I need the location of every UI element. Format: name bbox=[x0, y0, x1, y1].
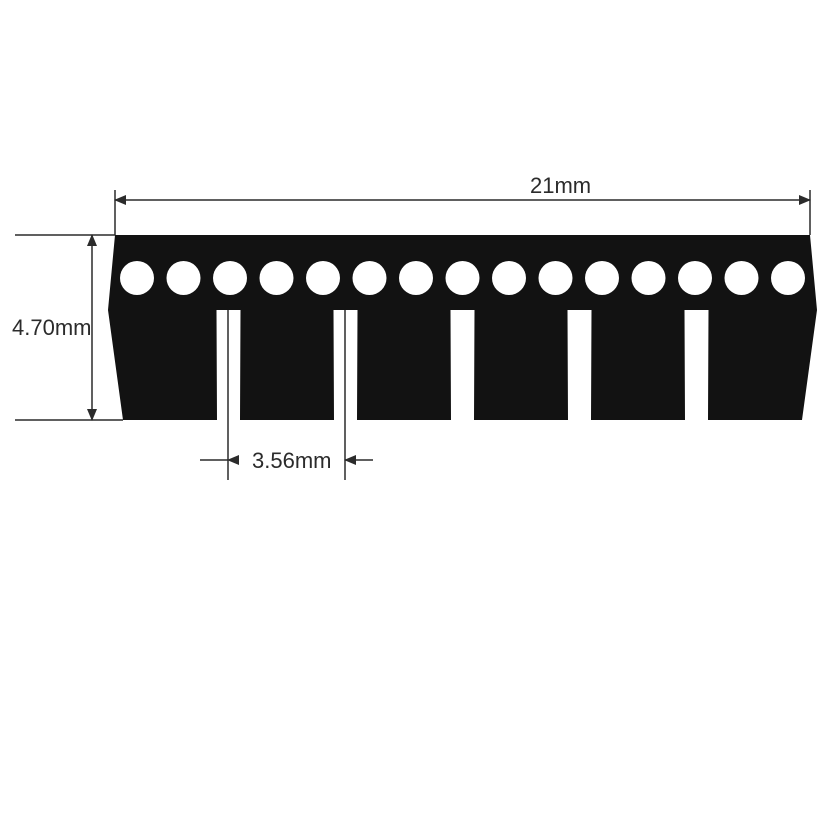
tensile-cord-hole bbox=[678, 261, 712, 295]
tensile-cord-hole bbox=[399, 261, 433, 295]
tensile-cord-hole bbox=[492, 261, 526, 295]
tensile-cord-hole bbox=[539, 261, 573, 295]
tensile-cord-hole bbox=[353, 261, 387, 295]
tensile-cord-hole bbox=[306, 261, 340, 295]
dim-width-label: 21mm bbox=[530, 173, 591, 198]
tensile-cord-hole bbox=[771, 261, 805, 295]
tensile-cord-hole bbox=[585, 261, 619, 295]
tensile-cord-hole bbox=[446, 261, 480, 295]
tensile-cord-hole bbox=[213, 261, 247, 295]
tensile-cord-hole bbox=[167, 261, 201, 295]
dim-height-label: 4.70mm bbox=[12, 315, 91, 340]
tensile-cord-hole bbox=[725, 261, 759, 295]
tensile-cord-hole bbox=[632, 261, 666, 295]
tensile-cord-hole bbox=[120, 261, 154, 295]
dim-pitch-label: 3.56mm bbox=[252, 448, 331, 473]
tensile-cord-hole bbox=[260, 261, 294, 295]
